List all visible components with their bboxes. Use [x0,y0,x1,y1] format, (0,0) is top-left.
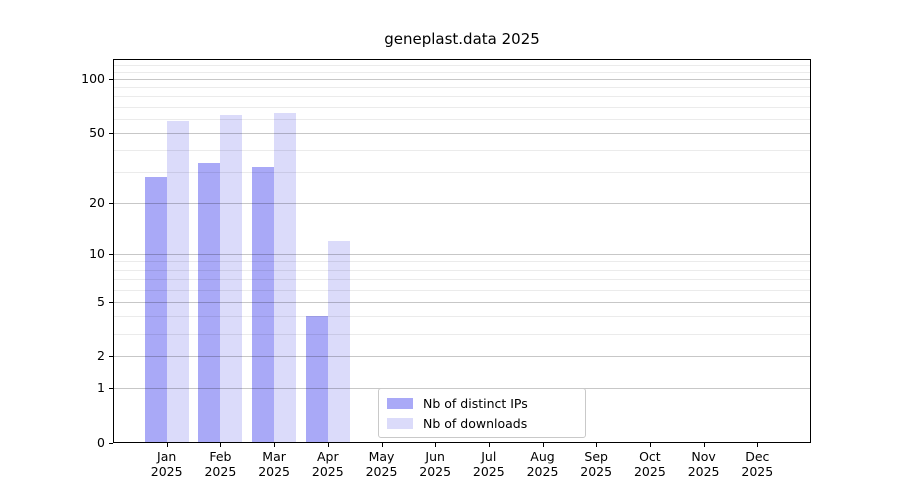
y-tick-10 [109,253,113,255]
gridline-minor-7 [114,279,810,280]
bar-nb-of-distinct-ips-jan [144,177,167,442]
x-tick-sep [596,443,598,447]
x-tick-jan [166,443,168,447]
y-tick-label-0: 0 [97,435,105,450]
y-tick-label-10: 10 [89,245,105,261]
legend-swatch-downloads [387,417,413,429]
legend-entry-distinct-ips: Nb of distinct IPs [387,394,577,412]
gridline-minor-90 [114,87,810,89]
y-tick-label-5: 5 [97,293,105,309]
gridline-minor-40 [114,150,810,151]
y-tick-label-1: 1 [97,380,105,396]
y-tick-label-50: 50 [89,124,105,140]
x-tick-mar [274,443,276,447]
gridline-minor-4 [114,316,810,317]
gridline-major-10 [114,253,810,255]
gridline-major-2 [114,356,810,358]
legend-label-distinct-ips: Nb of distinct IPs [423,395,528,411]
y-tick-20 [109,202,113,204]
x-tick-label-nov: Nov 2025 [687,449,720,479]
x-tick-label-jan: Jan 2025 [150,449,183,479]
gridline-minor-60 [114,118,810,120]
x-tick-label-oct: Oct 2025 [633,449,666,479]
x-tick-label-sep: Sep 2025 [580,449,613,479]
gridline-minor-70 [114,106,810,108]
bar-nb-of-distinct-ips-feb [198,162,221,442]
x-tick-feb [220,443,222,447]
chart-title: geneplast.data 2025 [384,30,540,48]
x-tick-label-apr: Apr 2025 [311,449,344,479]
y-tick-label-2: 2 [97,348,105,364]
gridline-minor-9 [114,261,810,263]
gridline-minor-110 [114,71,810,73]
x-tick-nov [703,443,705,447]
gridline-major-100 [114,78,810,80]
x-tick-label-jul: Jul 2025 [472,449,505,479]
x-tick-label-mar: Mar 2025 [258,449,290,479]
y-tick-label-100: 100 [81,70,105,86]
bar-nb-of-downloads-feb [220,114,243,442]
x-tick-aug [542,443,544,447]
x-tick-label-dec: Dec 2025 [741,449,774,479]
y-tick-label-20: 20 [89,194,105,210]
x-tick-label-may: May 2025 [365,449,398,479]
x-tick-apr [327,443,329,447]
bar-nb-of-distinct-ips-mar [252,167,275,442]
y-tick-0 [109,443,113,444]
y-tick-1 [109,388,113,390]
x-tick-label-feb: Feb 2025 [204,449,237,479]
gridline-major-5 [114,301,810,303]
gridline-major-50 [114,132,810,134]
y-tick-50 [109,132,113,134]
legend: Nb of distinct IPs Nb of downloads [378,388,586,438]
gridline-minor-6 [114,289,810,291]
gridline-minor-30 [114,172,810,174]
gridline-minor-80 [114,96,810,98]
gridline-minor-120 [114,64,810,66]
x-tick-label-jun: Jun 2025 [419,449,452,479]
gridline-minor-8 [114,269,810,271]
legend-swatch-distinct-ips [387,397,413,409]
legend-entry-downloads: Nb of downloads [387,414,577,432]
y-tick-5 [109,301,113,303]
x-tick-label-aug: Aug 2025 [526,449,559,479]
y-tick-100 [109,78,113,80]
bar-nb-of-downloads-jan [166,121,189,442]
gridline-minor-3 [114,333,810,335]
y-tick-2 [109,356,113,358]
bar-nb-of-distinct-ips-apr [305,316,328,442]
x-tick-may [381,443,383,447]
bar-nb-of-downloads-apr [327,240,350,442]
x-tick-oct [649,443,651,447]
legend-label-downloads: Nb of downloads [423,415,528,431]
x-tick-jul [488,443,490,447]
bar-nb-of-downloads-mar [274,112,297,442]
x-tick-dec [757,443,759,447]
x-tick-jun [435,443,437,447]
gridline-major-20 [114,202,810,204]
